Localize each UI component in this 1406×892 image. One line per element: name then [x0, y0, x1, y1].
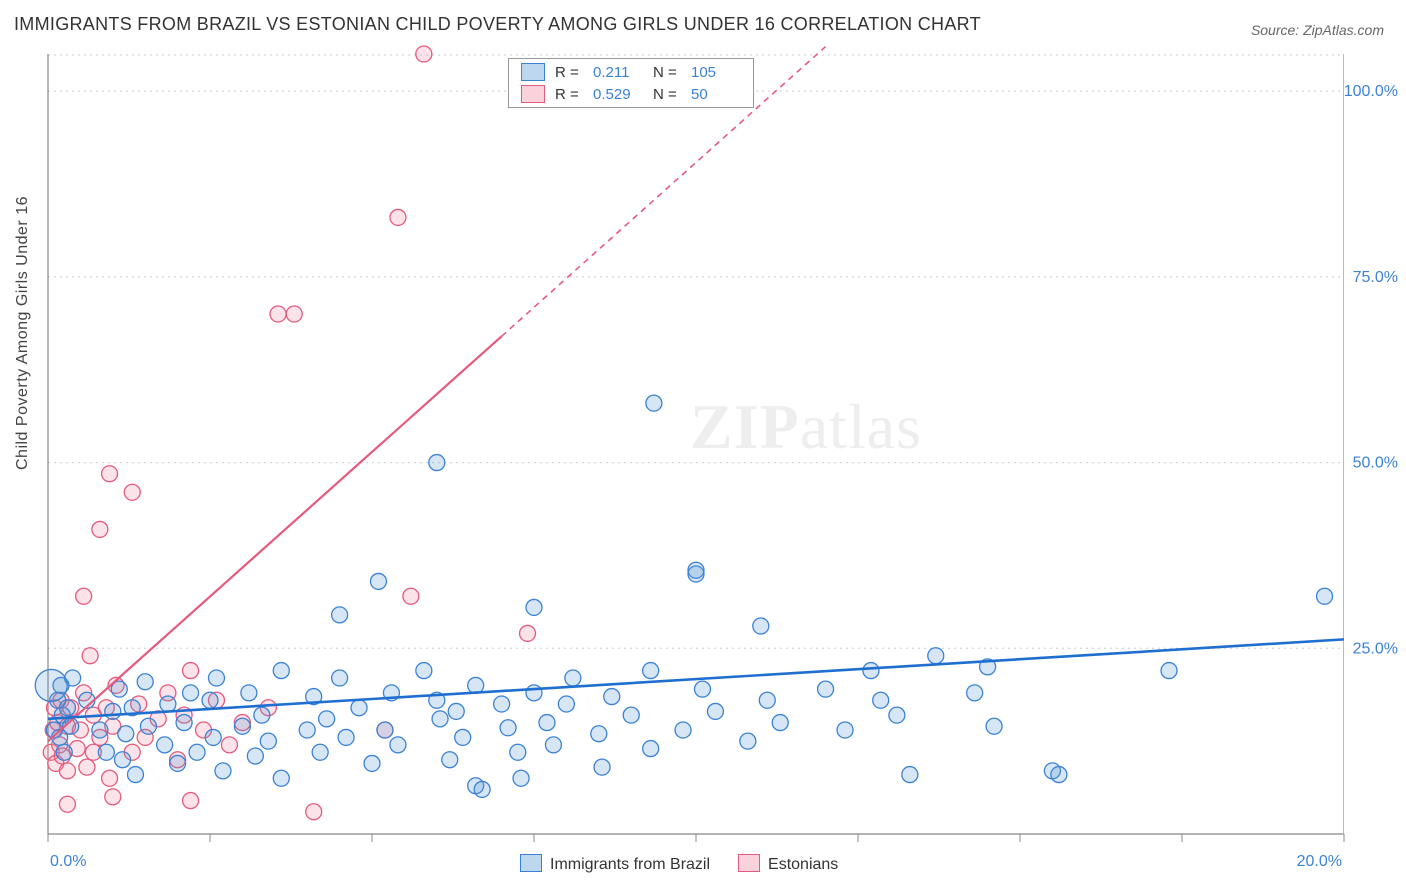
legend-swatch-pink	[738, 854, 760, 872]
y-axis-label: Child Poverty Among Girls Under 16	[14, 196, 32, 470]
swatch-pink	[521, 85, 545, 103]
plot-area: 0.0%20.0%25.0%50.0%75.0%100.0%	[48, 54, 1344, 834]
legend-label-blue: Immigrants from Brazil	[550, 856, 710, 873]
stats-legend: R = 0.211 N = 105 R = 0.529 N = 50	[508, 58, 754, 108]
stats-row-pink: R = 0.529 N = 50	[509, 83, 753, 105]
stat-r-label2: R =	[555, 86, 583, 103]
stat-n-pink: 50	[691, 86, 741, 103]
svg-text:25.0%: 25.0%	[1353, 640, 1398, 657]
chart-title: IMMIGRANTS FROM BRAZIL VS ESTONIAN CHILD…	[14, 14, 981, 35]
stat-n-blue: 105	[691, 64, 741, 81]
svg-text:0.0%: 0.0%	[50, 853, 86, 870]
svg-text:75.0%: 75.0%	[1353, 269, 1398, 286]
legend-label-pink: Estonians	[768, 856, 838, 873]
stat-n-label2: N =	[653, 86, 681, 103]
scatter-svg: 0.0%20.0%25.0%50.0%75.0%100.0%	[48, 54, 1344, 834]
stat-r-label: R =	[555, 64, 583, 81]
stat-r-pink: 0.529	[593, 86, 643, 103]
svg-text:20.0%: 20.0%	[1297, 853, 1342, 870]
series-legend: Immigrants from Brazil Estonians	[520, 854, 838, 874]
legend-item-blue: Immigrants from Brazil	[520, 854, 710, 874]
legend-swatch-blue	[520, 854, 542, 872]
stat-r-blue: 0.211	[593, 64, 643, 81]
svg-text:100.0%: 100.0%	[1344, 83, 1398, 100]
stat-n-label: N =	[653, 64, 681, 81]
stats-row-blue: R = 0.211 N = 105	[509, 61, 753, 83]
swatch-blue	[521, 63, 545, 81]
source-label: Source: ZipAtlas.com	[1251, 22, 1384, 38]
legend-item-pink: Estonians	[738, 854, 838, 874]
svg-text:50.0%: 50.0%	[1353, 455, 1398, 472]
